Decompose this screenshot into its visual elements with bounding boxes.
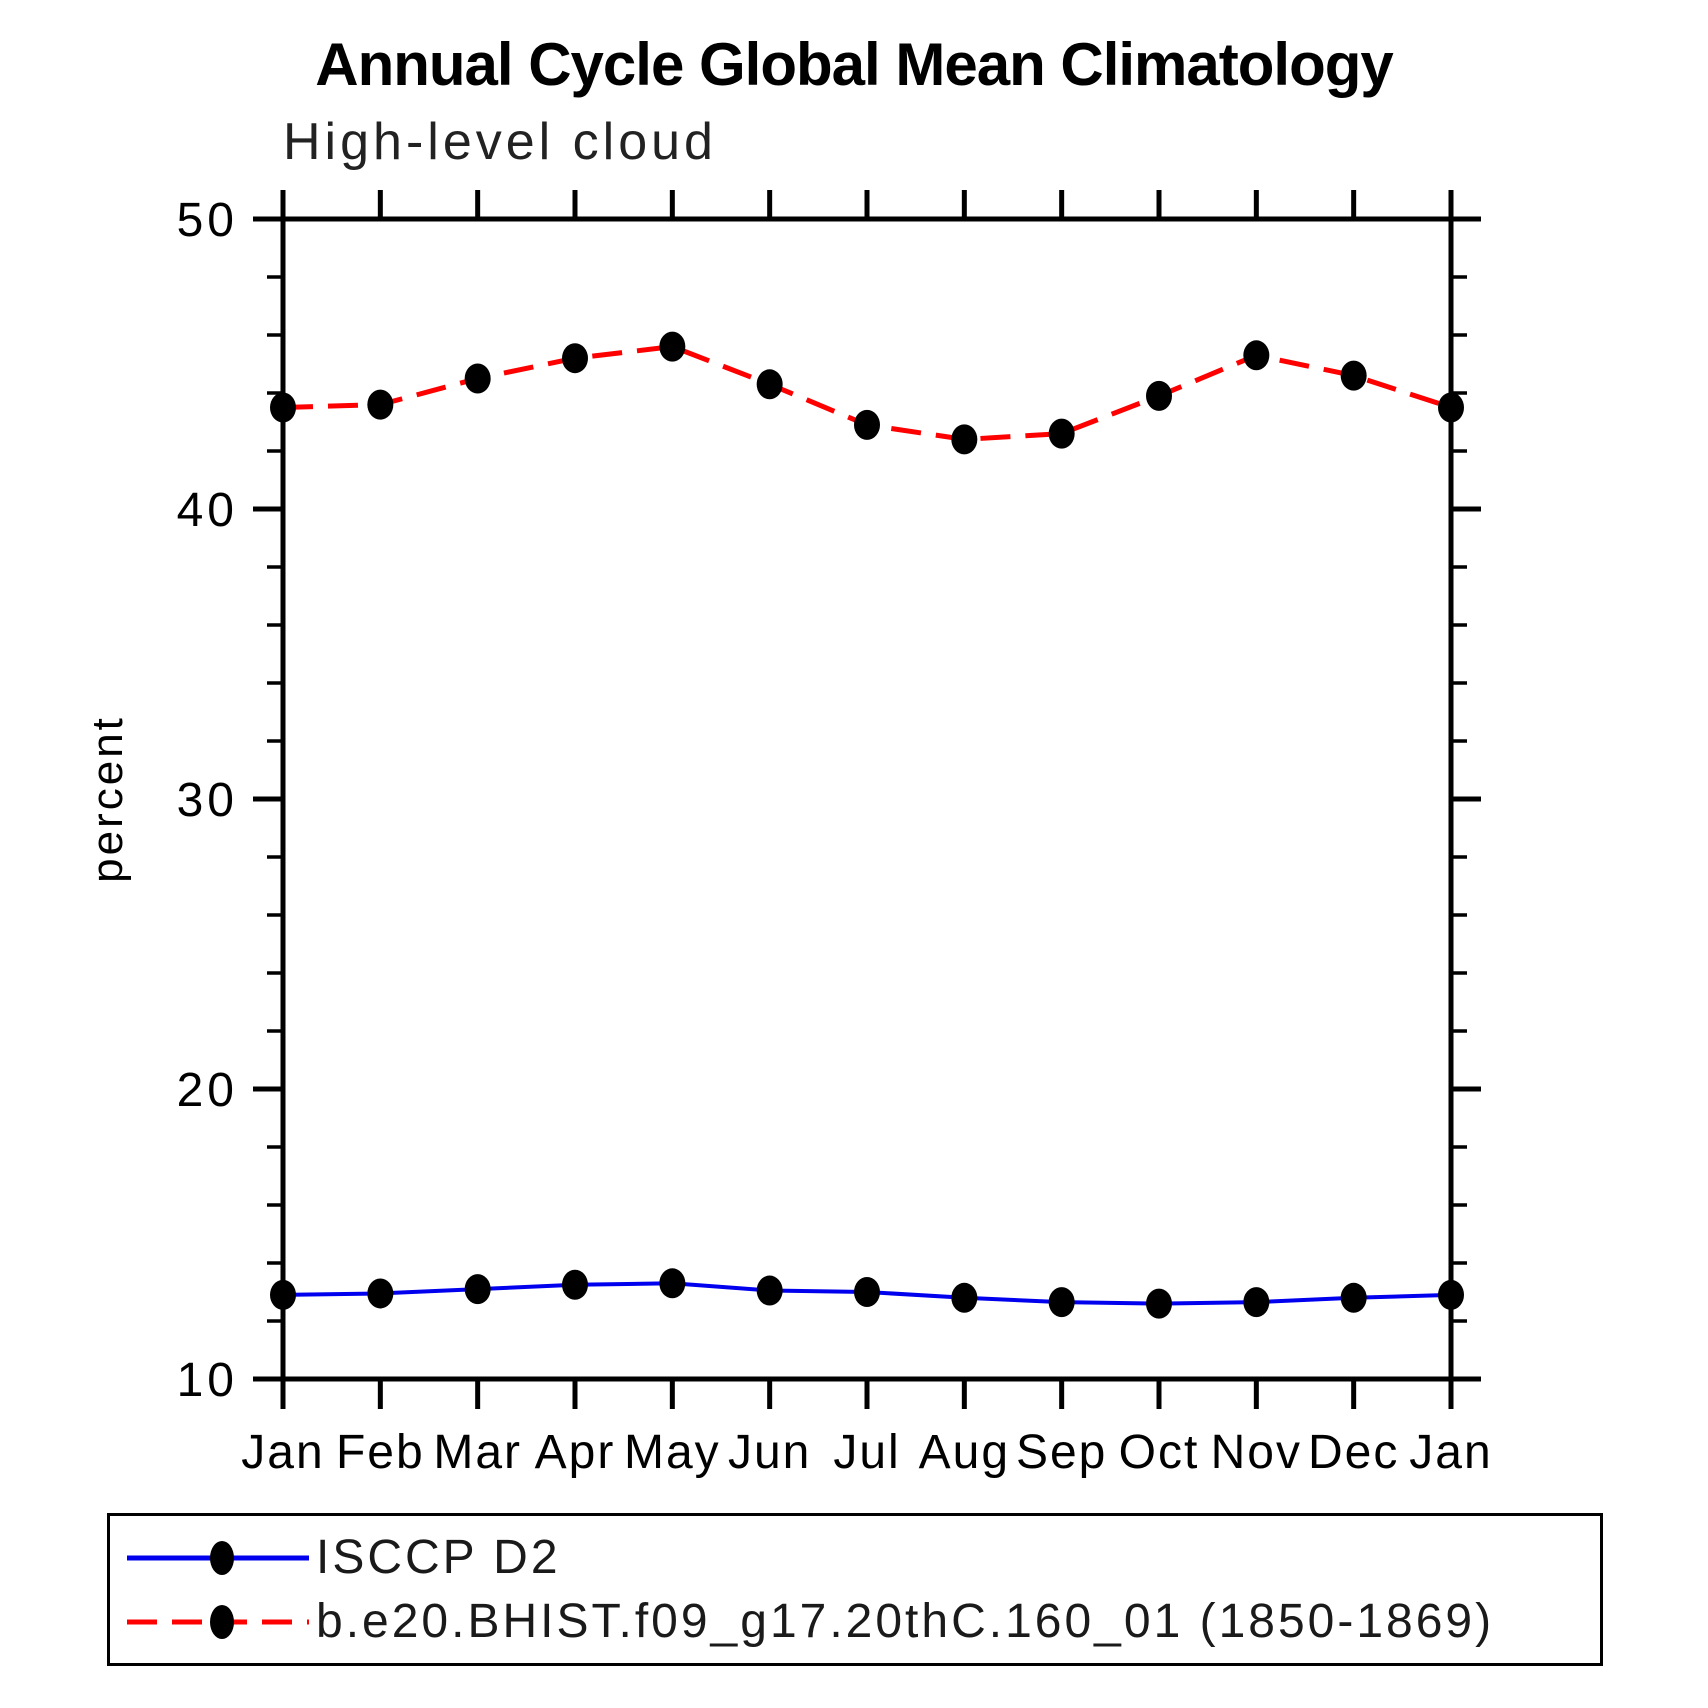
series-1-marker (756, 369, 783, 400)
y-tick-label: 10 (177, 1354, 238, 1407)
legend: ISCCP D2 b.e20.BHIST.f09_g17.20thC.160_0… (107, 1513, 1603, 1666)
series-1-marker (1146, 380, 1172, 411)
x-tick-label: Oct (1119, 1426, 1200, 1479)
x-tick-label: Apr (535, 1426, 616, 1479)
x-tick-label: Jan (241, 1426, 324, 1479)
series-0-marker (951, 1282, 978, 1313)
legend-label-model: b.e20.BHIST.f09_g17.20thC.160_01 (1850-1… (316, 1595, 1495, 1648)
series-0-marker (659, 1268, 686, 1299)
x-tick-label: Nov (1211, 1426, 1302, 1479)
chart-subtitle: High-level cloud (283, 113, 717, 171)
series-1-marker (1340, 360, 1367, 391)
series-1-marker (659, 331, 686, 362)
y-axis-title: percent (83, 715, 132, 883)
series-1-marker (367, 389, 394, 420)
legend-solid-line-icon (127, 1540, 309, 1575)
legend-dashed-line-icon (127, 1604, 309, 1639)
legend-item-isccp: ISCCP D2 (122, 1531, 1600, 1584)
legend-item-model: b.e20.BHIST.f09_g17.20thC.160_01 (1850-1… (122, 1595, 1600, 1648)
series-1-marker (1438, 392, 1464, 423)
series-1-marker (1243, 340, 1270, 371)
x-tick-label: May (624, 1426, 721, 1479)
x-tick-label: Dec (1308, 1426, 1399, 1479)
legend-label-isccp: ISCCP D2 (316, 1531, 561, 1584)
series-group (270, 331, 1464, 1319)
x-tick-label: Jun (728, 1426, 811, 1479)
series-1-marker (1048, 418, 1075, 449)
x-tick-label: Feb (336, 1426, 425, 1479)
legend-marker-dot (210, 1604, 234, 1639)
y-tick-label: 30 (177, 774, 238, 827)
series-0-marker (1438, 1279, 1464, 1310)
y-tick-label: 40 (177, 484, 238, 537)
x-tick-label: Sep (1016, 1426, 1107, 1479)
axes-group (253, 190, 1481, 1409)
x-tick-label: Jul (833, 1426, 900, 1479)
series-0-marker (756, 1275, 783, 1306)
chart-title: Annual Cycle Global Mean Climatology (315, 31, 1394, 98)
series-1-marker (562, 343, 588, 374)
series-0-marker (1146, 1288, 1172, 1319)
series-0-marker (1340, 1282, 1367, 1313)
x-tick-label: Aug (919, 1426, 1010, 1479)
series-0-marker (562, 1269, 588, 1300)
series-0-marker (367, 1278, 394, 1309)
series-1-marker (854, 409, 880, 440)
y-tick-label: 20 (177, 1064, 238, 1117)
series-0-marker (1243, 1287, 1270, 1318)
series-1-marker (270, 392, 296, 423)
x-tick-label: Mar (433, 1426, 522, 1479)
series-1-marker (951, 424, 978, 455)
y-tick-label: 50 (177, 194, 238, 247)
legend-marker-dot (210, 1540, 234, 1575)
plot-frame (280, 216, 1454, 1382)
series-0-marker (854, 1277, 880, 1307)
series-0-marker (464, 1274, 491, 1305)
x-tick-label: Jan (1409, 1426, 1492, 1479)
series-0-marker (1048, 1287, 1075, 1318)
series-1-marker (464, 363, 491, 394)
series-0-marker (270, 1279, 296, 1310)
